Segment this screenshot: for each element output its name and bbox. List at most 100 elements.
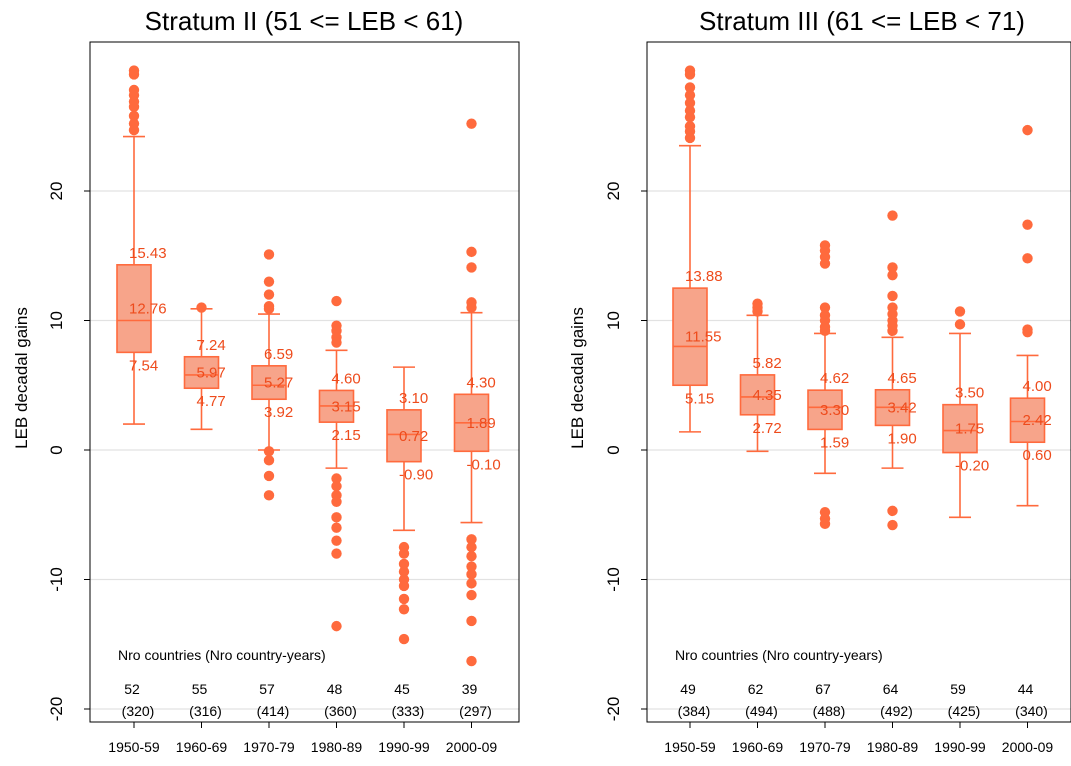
country-count: 55 (192, 681, 208, 697)
x-tick-label: 1990-99 (378, 739, 430, 755)
country-year-count: (360) (324, 703, 357, 719)
outlier-point (263, 490, 275, 501)
y-tick-label: 10 (47, 311, 66, 330)
outlier-point (819, 258, 831, 269)
outlier-point (331, 337, 342, 348)
outlier-point (398, 604, 410, 615)
outlier-point (398, 548, 410, 559)
y-tick-label: 0 (604, 445, 623, 454)
mean-label: 3.30 (820, 402, 849, 419)
box-1990-99: 3.50 1.75 -0.20 59 (425) 1990-99 (934, 306, 989, 755)
country-count: 45 (394, 681, 410, 697)
x-tick-label: 2000-09 (446, 739, 498, 755)
outlier-point (684, 132, 696, 144)
country-year-count: (425) (948, 703, 981, 719)
outlier-point (1022, 124, 1033, 136)
outlier-point (128, 69, 140, 80)
outlier-point (263, 446, 275, 457)
lower-quartile-label: 2.72 (753, 420, 782, 437)
upper-quartile-label: 4.60 (332, 370, 361, 387)
mean-label: 1.75 (955, 421, 984, 438)
outlier-point (684, 97, 696, 109)
iqr-box (116, 264, 152, 354)
box-1970-79: 4.62 3.30 1.59 67 (488) 1970-79 (799, 240, 851, 755)
outlier-point (398, 633, 410, 645)
outlier-point (263, 303, 275, 315)
mean-label: 1.89 (467, 415, 496, 432)
count-note: Nro countries (Nro country-years) (118, 647, 326, 663)
outlier-point (684, 89, 696, 101)
outlier-point (466, 302, 477, 313)
y-axis-label: LEB decadal gains (12, 307, 31, 449)
y-tick-label: -20 (604, 697, 623, 722)
outlier-point (466, 118, 477, 129)
x-tick-label: 1960-69 (732, 739, 784, 755)
upper-quartile-label: 4.65 (888, 370, 917, 387)
y-tick-label: -10 (604, 567, 623, 592)
lower-quartile-label: 1.59 (820, 434, 849, 451)
outlier-point (398, 593, 410, 605)
iqr-box (183, 355, 220, 390)
box-2000-09: 4.30 1.89 -0.10 39 (297) 2000-09 (446, 118, 501, 755)
outlier-point (887, 262, 898, 273)
plot-frame (89, 41, 520, 723)
plot-frame (646, 41, 1071, 723)
iqr-box (807, 389, 843, 431)
outlier-point (466, 569, 477, 580)
outlier-point (466, 561, 477, 572)
x-tick-label: 2000-09 (1002, 739, 1054, 755)
outlier-point (128, 101, 140, 113)
country-year-count: (488) (813, 703, 846, 719)
upper-quartile-label: 5.82 (753, 355, 782, 372)
outlier-point (1022, 253, 1033, 264)
y-tick-label: -10 (47, 567, 66, 592)
outlier-point (819, 518, 831, 530)
panel-title: Stratum III (61 <= LEB < 71) (699, 6, 1025, 36)
panel-1: Stratum II (51 <= LEB < 61) -20 -10 0 10 20 LE… (12, 6, 520, 755)
country-count: 49 (680, 681, 696, 697)
outlier-point (1022, 326, 1033, 338)
outlier-point (331, 481, 342, 492)
mean-label: 0.72 (399, 428, 428, 445)
mean-label: 3.15 (332, 398, 361, 415)
outlier-point (263, 470, 275, 482)
outlier-point (887, 269, 898, 281)
outlier-point (331, 512, 342, 523)
iqr-box (739, 374, 776, 416)
iqr-box (942, 403, 978, 454)
x-tick-label: 1960-69 (176, 739, 228, 755)
x-tick-label: 1950-59 (664, 739, 716, 755)
outlier-point (128, 124, 140, 136)
box-1990-99: 3.10 0.72 -0.90 45 (333) 1990-99 (378, 366, 433, 755)
country-count: 67 (815, 681, 831, 697)
outlier-point (466, 246, 477, 258)
country-year-count: (384) (678, 703, 711, 719)
outlier-point (466, 262, 477, 273)
mean-label: 11.55 (685, 329, 721, 346)
outlier-point (887, 505, 898, 517)
outlier-point (196, 302, 207, 313)
outlier-point (331, 522, 342, 533)
outlier-point (263, 455, 275, 466)
outlier-point (1022, 219, 1033, 230)
outlier-point (263, 276, 275, 287)
outlier-point (466, 589, 477, 601)
outlier-point (684, 69, 696, 80)
y-tick-label: 0 (47, 445, 66, 454)
outlier-point (752, 306, 763, 317)
lower-quartile-label: -0.10 (467, 456, 501, 473)
outlier-point (887, 325, 898, 337)
iqr-box (672, 287, 708, 387)
upper-quartile-label: 13.88 (685, 268, 723, 285)
outlier-point (466, 550, 477, 562)
mean-label: 2.42 (1023, 412, 1052, 429)
outlier-point (684, 111, 696, 123)
outlier-point (263, 289, 275, 300)
panel-2: Stratum III (61 <= LEB < 71) -20 -10 0 10 20 L… (568, 6, 1071, 755)
country-count: 59 (950, 681, 966, 697)
country-count: 39 (462, 681, 478, 697)
upper-quartile-label: 7.24 (197, 337, 226, 354)
upper-quartile-label: 3.10 (399, 390, 428, 407)
iqr-box (251, 365, 287, 401)
lower-quartile-label: -0.20 (955, 458, 989, 475)
